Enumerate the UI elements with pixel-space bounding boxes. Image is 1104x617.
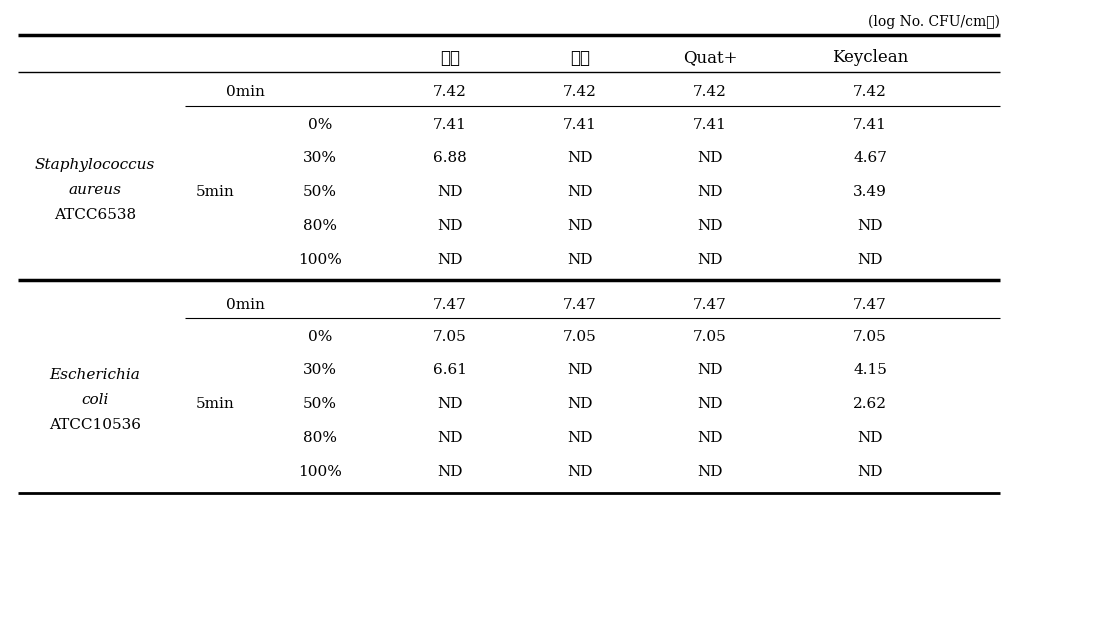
Text: aureus: aureus [68, 183, 121, 197]
Text: 0min: 0min [225, 85, 265, 99]
Text: 7.47: 7.47 [433, 298, 467, 312]
Text: 4.15: 4.15 [853, 363, 887, 377]
Text: 50%: 50% [302, 185, 337, 199]
Text: (log No. CFU/cm㎡): (log No. CFU/cm㎡) [868, 15, 1000, 29]
Text: 50%: 50% [302, 397, 337, 411]
Text: 80%: 80% [302, 219, 337, 233]
Text: 7.42: 7.42 [433, 85, 467, 99]
Text: 7.05: 7.05 [433, 330, 467, 344]
Text: ND: ND [567, 219, 593, 233]
Text: ND: ND [857, 219, 883, 233]
Text: Escherichia: Escherichia [50, 368, 140, 382]
Text: 7.42: 7.42 [563, 85, 597, 99]
Text: 0%: 0% [308, 118, 332, 132]
Text: 7.47: 7.47 [563, 298, 597, 312]
Text: ND: ND [698, 185, 723, 199]
Text: 30%: 30% [302, 363, 337, 377]
Text: ND: ND [698, 465, 723, 479]
Text: 100%: 100% [298, 253, 342, 267]
Text: ND: ND [698, 431, 723, 445]
Text: ATCC10536: ATCC10536 [49, 418, 141, 432]
Text: ND: ND [567, 151, 593, 165]
Text: 0min: 0min [225, 298, 265, 312]
Text: 7.42: 7.42 [853, 85, 887, 99]
Text: 7.41: 7.41 [433, 118, 467, 132]
Text: ND: ND [437, 397, 463, 411]
Text: ND: ND [567, 253, 593, 267]
Text: 7.47: 7.47 [853, 298, 887, 312]
Text: ND: ND [437, 219, 463, 233]
Text: 3.49: 3.49 [853, 185, 887, 199]
Text: ND: ND [567, 397, 593, 411]
Text: 7.05: 7.05 [853, 330, 887, 344]
Text: ND: ND [567, 465, 593, 479]
Text: 100%: 100% [298, 465, 342, 479]
Text: ATCC6538: ATCC6538 [54, 208, 136, 222]
Text: ND: ND [567, 431, 593, 445]
Text: Staphylococcus: Staphylococcus [35, 158, 156, 172]
Text: 30%: 30% [302, 151, 337, 165]
Text: ND: ND [567, 363, 593, 377]
Text: 6.61: 6.61 [433, 363, 467, 377]
Text: ND: ND [567, 185, 593, 199]
Text: ND: ND [437, 431, 463, 445]
Text: 7.05: 7.05 [563, 330, 597, 344]
Text: ND: ND [437, 253, 463, 267]
Text: 4.67: 4.67 [853, 151, 887, 165]
Text: 6.88: 6.88 [433, 151, 467, 165]
Text: ND: ND [857, 431, 883, 445]
Text: Keyclean: Keyclean [832, 49, 909, 67]
Text: 2.62: 2.62 [853, 397, 887, 411]
Text: ND: ND [698, 397, 723, 411]
Text: Quat+: Quat+ [682, 49, 737, 67]
Text: 80%: 80% [302, 431, 337, 445]
Text: 7.41: 7.41 [853, 118, 887, 132]
Text: 7.47: 7.47 [693, 298, 726, 312]
Text: ND: ND [698, 219, 723, 233]
Text: 7.42: 7.42 [693, 85, 726, 99]
Text: 5min: 5min [195, 397, 234, 412]
Text: 7.41: 7.41 [693, 118, 726, 132]
Text: 락스: 락스 [570, 49, 590, 67]
Text: coli: coli [82, 393, 108, 407]
Text: ND: ND [698, 363, 723, 377]
Text: 5min: 5min [195, 186, 234, 199]
Text: ND: ND [437, 465, 463, 479]
Text: ND: ND [857, 253, 883, 267]
Text: 주정: 주정 [440, 49, 460, 67]
Text: 7.41: 7.41 [563, 118, 597, 132]
Text: ND: ND [437, 185, 463, 199]
Text: 0%: 0% [308, 330, 332, 344]
Text: 7.05: 7.05 [693, 330, 726, 344]
Text: ND: ND [698, 151, 723, 165]
Text: ND: ND [857, 465, 883, 479]
Text: ND: ND [698, 253, 723, 267]
